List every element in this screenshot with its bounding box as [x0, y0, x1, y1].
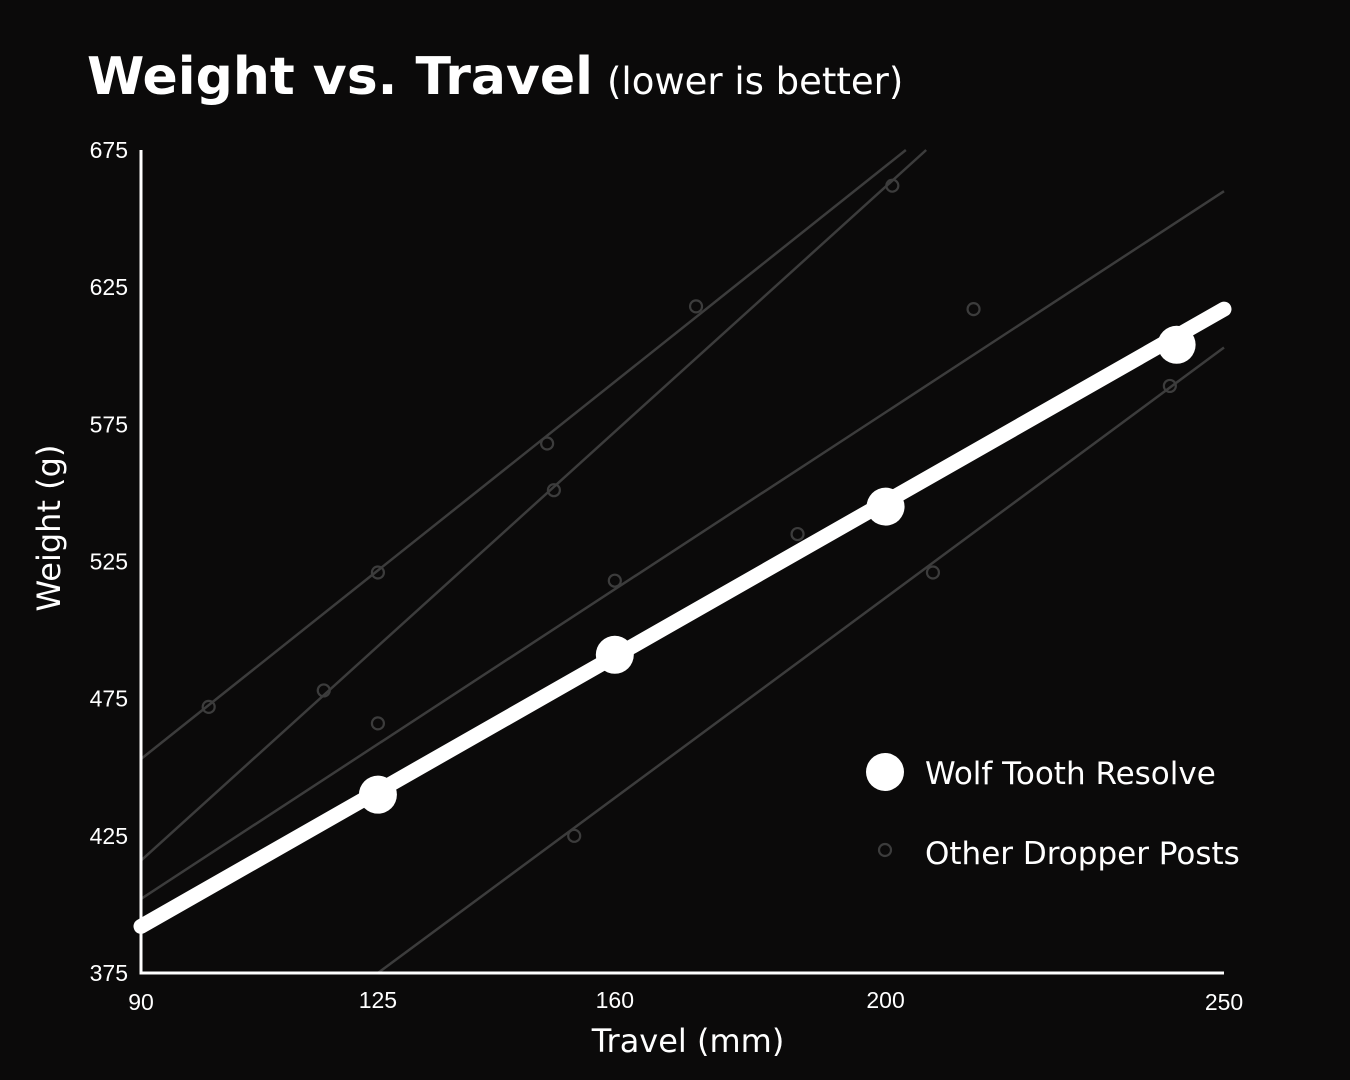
other-dropper-point — [885, 178, 900, 193]
other-trend-line-1 — [140, 149, 907, 760]
y-tick-label: 525 — [90, 549, 128, 575]
other-dropper-point — [790, 526, 805, 542]
wolf-tooth-point — [1157, 325, 1196, 364]
x-tick-label: 90 — [128, 989, 154, 1015]
legend-other-dropper-label: Other Dropper Posts — [925, 836, 1240, 872]
other-dropper-point — [607, 573, 622, 588]
other-dropper-points — [201, 178, 1177, 843]
x-axis-label: Travel (mm) — [591, 1022, 785, 1060]
wolf-tooth-point — [595, 635, 634, 674]
other-dropper-point — [201, 699, 216, 714]
other-dropper-point — [370, 716, 386, 731]
other-dropper-point — [925, 565, 941, 580]
other-dropper-point — [1162, 378, 1177, 394]
y-tick-label: 625 — [90, 274, 128, 300]
legend-wolf-tooth-label: Wolf Tooth Resolve — [925, 756, 1216, 792]
chart-title: Weight vs. Travel — [87, 47, 593, 107]
chart-title-group: Weight vs. Travel (lower is better) — [87, 47, 903, 107]
y-tick-label: 425 — [90, 823, 128, 849]
wolf-tooth-series — [133, 301, 1232, 934]
trend-lines — [140, 149, 1225, 975]
legend: Wolf Tooth Resolve Other Dropper Posts — [866, 753, 1240, 872]
y-tick-label: 675 — [90, 137, 128, 163]
x-tick-label: 160 — [596, 987, 634, 1013]
other-trend-line-3 — [140, 190, 1225, 900]
legend-wolf-tooth-marker — [866, 753, 904, 791]
tick-labels: 375 425 475 525 575 625 675 90 125 160 200 250 — [90, 137, 1244, 1015]
wolf-tooth-point — [866, 487, 905, 526]
other-trend-line-2 — [140, 149, 928, 862]
other-dropper-point — [966, 302, 981, 317]
other-dropper-point — [688, 299, 704, 314]
legend-other-dropper-marker — [877, 842, 893, 858]
other-dropper-point — [567, 828, 582, 843]
axes — [139, 150, 1224, 975]
other-dropper-point — [370, 565, 386, 580]
y-tick-label: 575 — [90, 411, 128, 437]
wolf-tooth-point — [358, 775, 397, 814]
y-tick-label: 375 — [90, 960, 128, 986]
x-tick-label: 200 — [866, 987, 904, 1013]
chart-subtitle: (lower is better) — [607, 60, 903, 103]
x-tick-label: 125 — [359, 987, 397, 1013]
other-dropper-point — [540, 436, 555, 451]
y-axis-label: Weight (g) — [30, 445, 68, 612]
y-tick-label: 475 — [90, 686, 128, 712]
wolf-tooth-trend-line — [133, 301, 1232, 934]
x-tick-label: 250 — [1205, 989, 1243, 1015]
other-dropper-point — [316, 683, 331, 698]
other-trend-line-4 — [377, 346, 1225, 975]
other-dropper-point — [546, 483, 561, 498]
